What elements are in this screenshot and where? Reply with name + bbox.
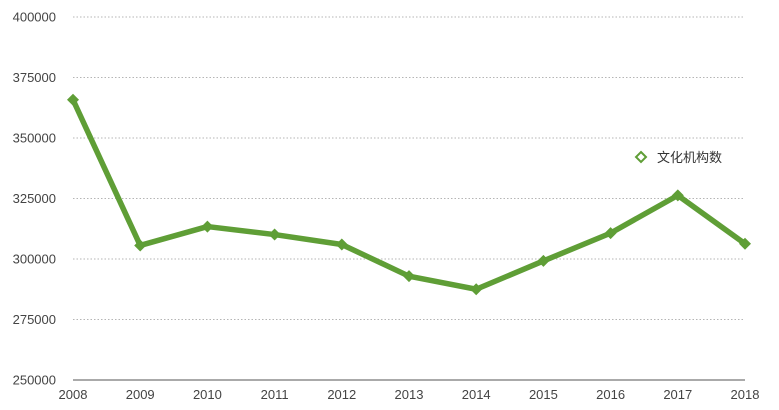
y-tick-label: 275000 [13, 312, 56, 327]
legend: 文化机构数 [634, 150, 722, 166]
gridlines [73, 16, 745, 381]
series-layer [67, 93, 751, 296]
legend-marker-icon [634, 150, 648, 164]
x-tick-label: 2012 [327, 387, 356, 402]
y-tick-label: 400000 [13, 10, 56, 25]
x-tick-label: 2013 [395, 387, 424, 402]
x-tick-label: 2016 [596, 387, 625, 402]
y-tick-label: 250000 [13, 373, 56, 388]
y-tick-label: 350000 [13, 131, 56, 146]
x-tick-label: 2010 [193, 387, 222, 402]
y-tick-label: 325000 [13, 191, 56, 206]
x-tick-label: 2014 [462, 387, 491, 402]
x-tick-label: 2017 [663, 387, 692, 402]
y-axis: 250000 275000 300000 325000 350000 375000 4000… [13, 10, 56, 388]
legend-label: 文化机构数 [657, 151, 722, 166]
data-point-marker [470, 283, 483, 296]
y-tick-label: 375000 [13, 70, 56, 85]
series-line [70, 97, 748, 292]
data-point-marker [604, 227, 617, 240]
x-tick-label: 2009 [126, 387, 155, 402]
data-point-marker [268, 228, 281, 241]
x-tick-label: 2008 [59, 387, 88, 402]
data-point-marker [134, 239, 147, 252]
data-point-marker [403, 270, 415, 283]
x-axis: 2008 2009 2010 2011 2012 2013 2014 2015 2016 2017… [59, 387, 760, 402]
x-tick-label: 2018 [731, 387, 760, 402]
data-point-marker [201, 220, 214, 233]
data-point-marker [671, 189, 684, 202]
y-tick-label: 300000 [13, 252, 56, 267]
data-point-marker [335, 238, 348, 251]
data-point-marker [537, 254, 550, 267]
data-point-marker [739, 237, 751, 250]
x-tick-label: 2015 [529, 387, 558, 402]
data-point-marker [67, 93, 79, 106]
x-tick-label: 2011 [261, 387, 289, 402]
